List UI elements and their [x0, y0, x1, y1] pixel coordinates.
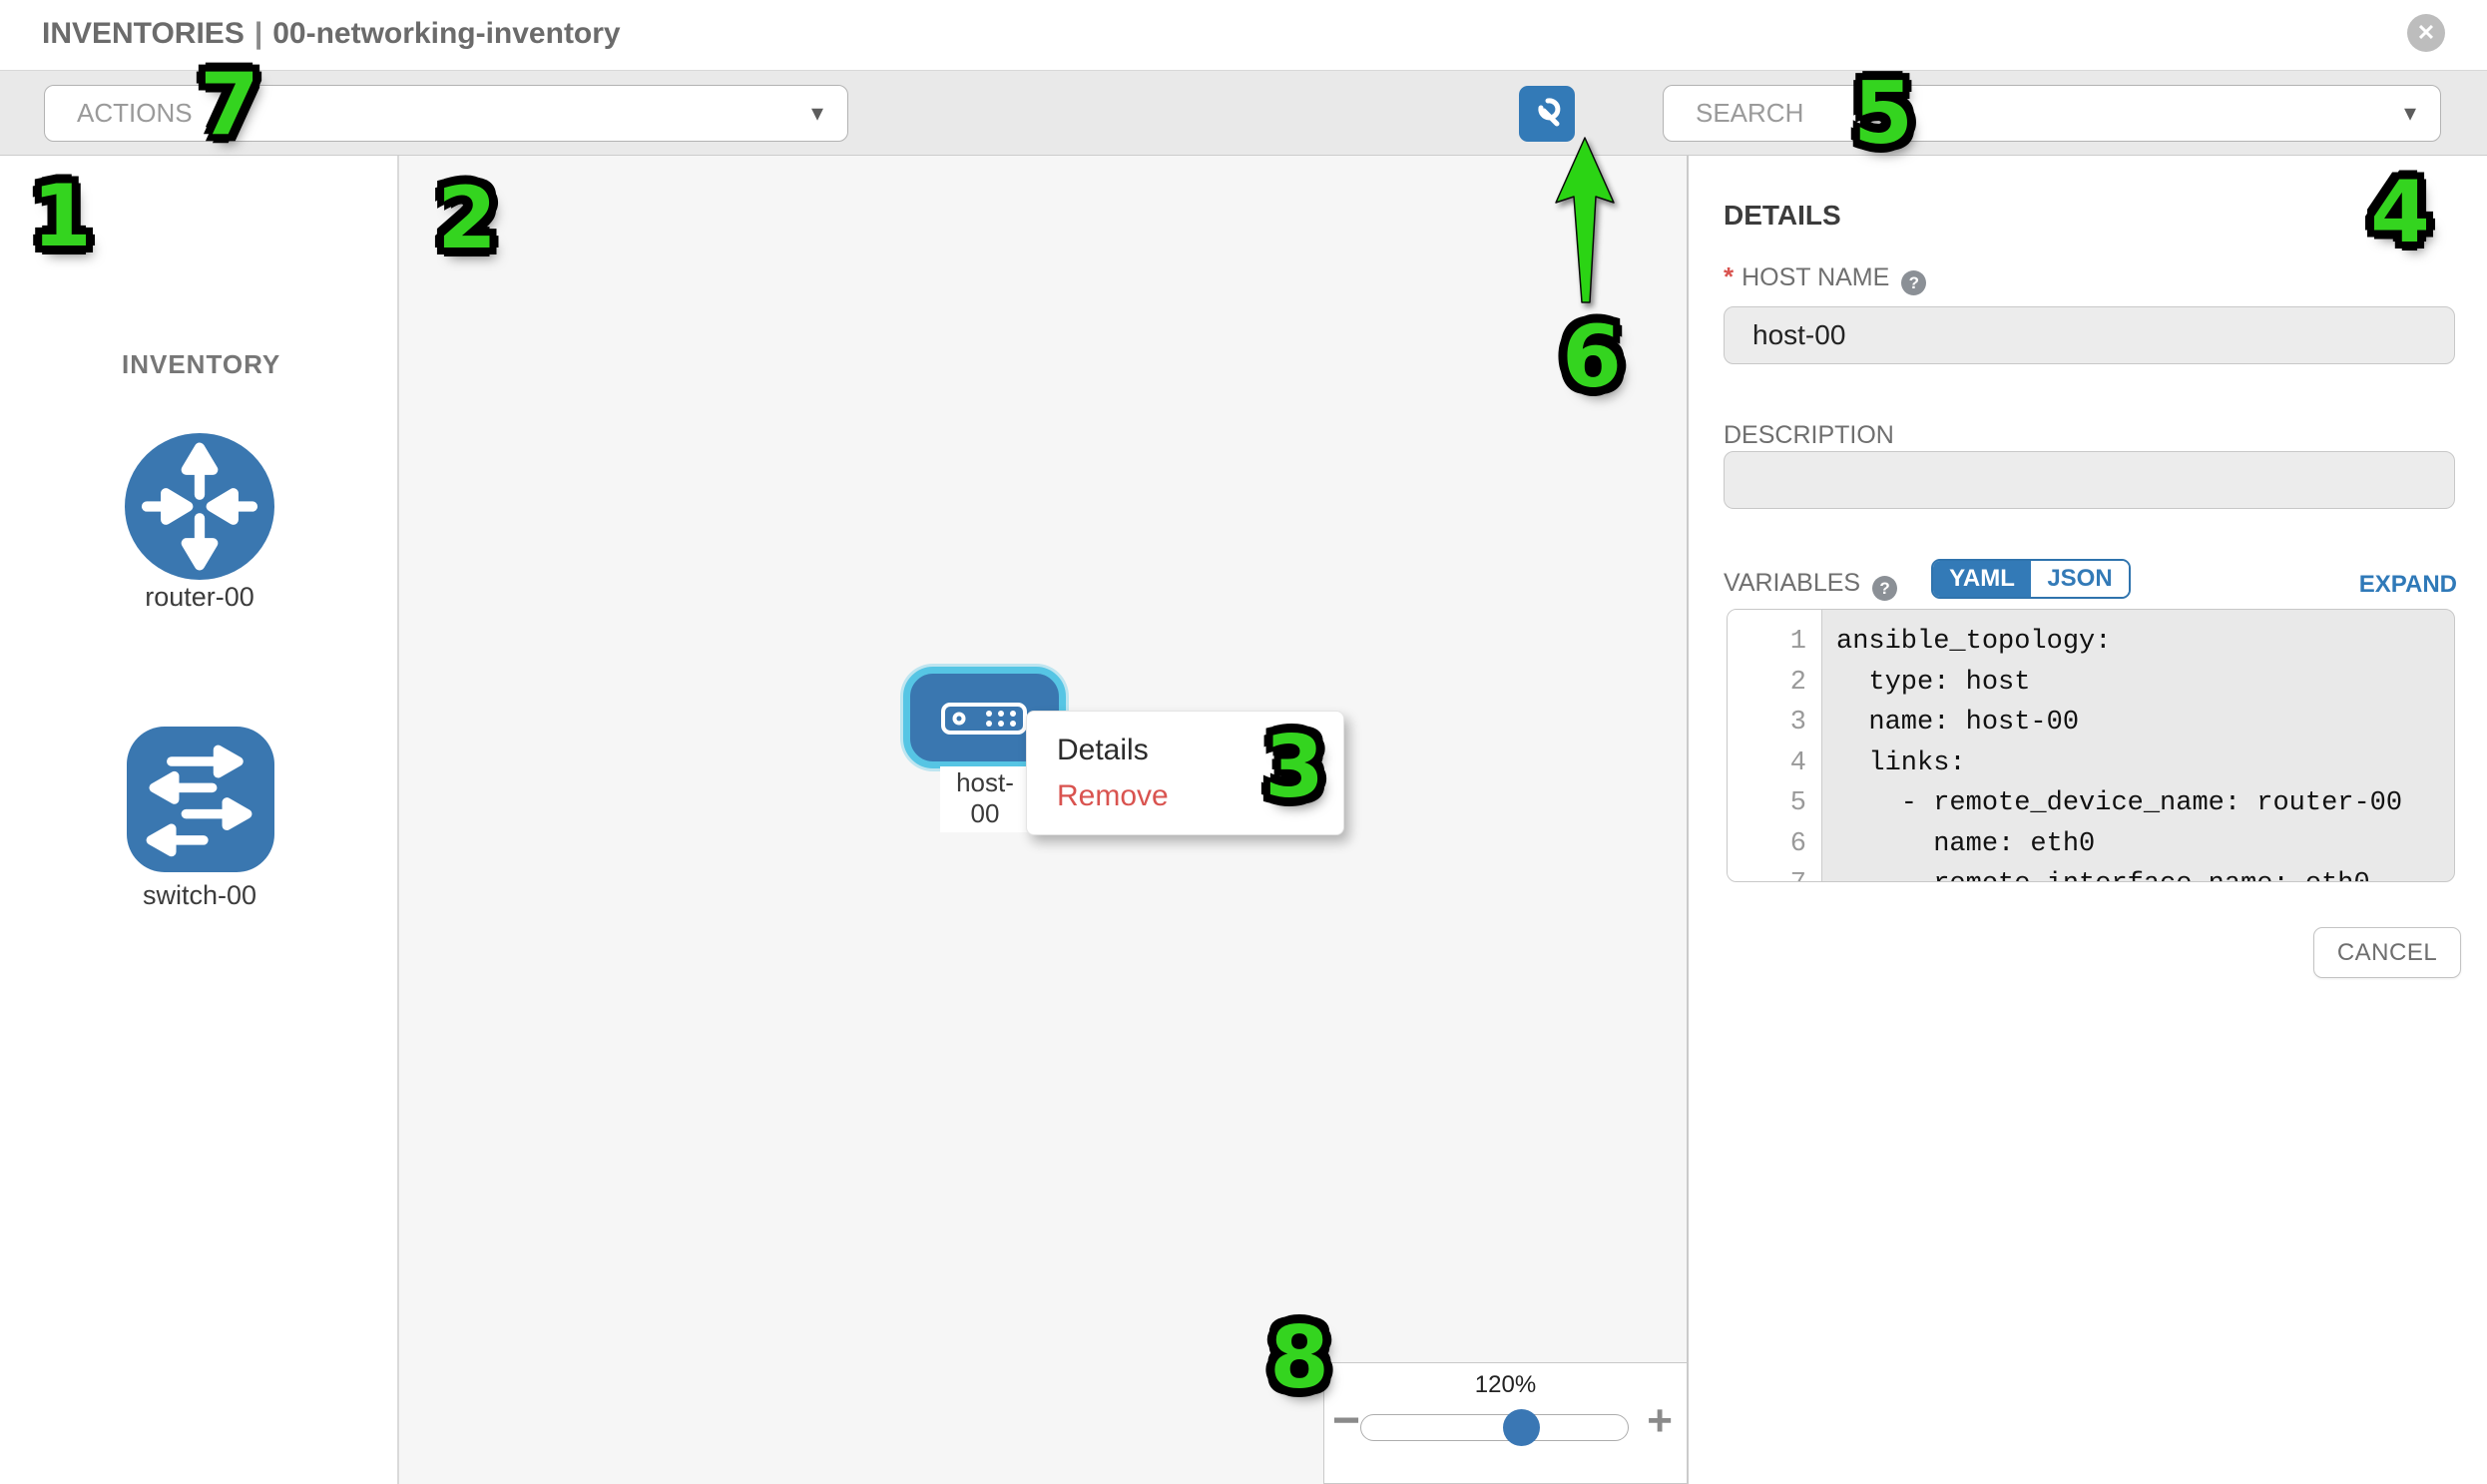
- variables-editor[interactable]: 1 ansible_topology: 2 type: host 3 name: …: [1727, 609, 2455, 882]
- description-field[interactable]: [1724, 451, 2455, 509]
- help-icon[interactable]: ?: [1901, 270, 1927, 295]
- editor-line: 1 ansible_topology:: [1789, 627, 2112, 657]
- editor-line: 2 type: host: [1789, 667, 2031, 698]
- node-context-menu: Details Remove: [1026, 711, 1344, 835]
- chevron-down-icon: ▾: [2403, 100, 2416, 127]
- zoom-in-button[interactable]: +: [1647, 1396, 1673, 1445]
- host-node-label: host-00: [940, 766, 1030, 832]
- annotation-marker-7: 7: [200, 55, 259, 155]
- annotation-marker-6: 6: [1562, 307, 1622, 407]
- host-name-label-row: * HOST NAME?: [1724, 261, 1927, 295]
- annotation-marker-5: 5: [1853, 64, 1913, 164]
- search-dropdown-label: SEARCH: [1696, 98, 1804, 128]
- menu-item-remove[interactable]: Remove: [1057, 779, 1169, 812]
- variables-format-toggle: YAML JSON: [1931, 559, 2131, 599]
- cancel-button[interactable]: CANCEL: [2313, 927, 2461, 978]
- details-heading: DETAILS: [1724, 200, 1841, 231]
- annotation-marker-1: 1: [32, 167, 92, 266]
- editor-line: 7 remote_interface_name: eth0: [1728, 864, 2454, 881]
- palette-item-switch[interactable]: [127, 727, 274, 872]
- details-panel: DETAILS *HOST NAME? DESCRIPTION VARIABLE…: [1689, 156, 2487, 1484]
- editor-lines: 1 ansible_topology: 2 type: host 3 name: …: [1728, 622, 2454, 881]
- inventory-sidebar: INVENTORY router-00: [0, 156, 399, 1484]
- editor-line: 5 - remote_device_name: router-00: [1789, 788, 2403, 818]
- breadcrumb: INVENTORIES | 00-networking-inventory: [42, 17, 621, 51]
- expand-link[interactable]: EXPAND: [2358, 571, 2457, 598]
- description-label: DESCRIPTION: [1724, 421, 1894, 449]
- variables-label: VARIABLES: [1724, 569, 1861, 597]
- tools-button[interactable]: [1519, 86, 1575, 142]
- zoom-level-readout: 120%: [1474, 1371, 1537, 1398]
- palette-item-router-label: router-00: [145, 582, 254, 612]
- palette-item-router[interactable]: [125, 433, 274, 580]
- zoom-control-panel: 120% − +: [1323, 1362, 1687, 1484]
- router-icon: [125, 442, 274, 584]
- actions-dropdown-label: ACTIONS: [77, 98, 193, 128]
- breadcrumb-section: INVENTORIES: [42, 17, 245, 50]
- actions-dropdown[interactable]: ACTIONS ▾: [44, 85, 848, 142]
- toggle-json[interactable]: JSON: [2031, 561, 2129, 597]
- annotation-marker-8: 8: [1269, 1308, 1329, 1408]
- help-icon[interactable]: ?: [1872, 576, 1898, 601]
- host-name-label: HOST NAME: [1741, 263, 1890, 291]
- sidebar-heading: INVENTORY: [122, 349, 281, 379]
- annotation-marker-3: 3: [1264, 718, 1324, 817]
- required-marker: *: [1724, 261, 1735, 291]
- toggle-yaml[interactable]: YAML: [1933, 561, 2031, 597]
- palette-item-switch-label: switch-00: [142, 880, 257, 910]
- zoom-out-button[interactable]: −: [1332, 1394, 1361, 1447]
- annotation-marker-2: 2: [437, 169, 497, 268]
- editor-line: 3 name: host-00: [1789, 708, 2080, 738]
- close-icon[interactable]: ✕: [2407, 14, 2445, 52]
- chevron-down-icon: ▾: [810, 100, 823, 127]
- annotation-marker-4: 4: [2370, 163, 2430, 262]
- search-dropdown[interactable]: SEARCH ▾: [1663, 85, 2441, 142]
- switch-icon: [127, 744, 274, 876]
- editor-gutter: [1728, 610, 1822, 881]
- topology-canvas[interactable]: host-00 Details Remove 120% − +: [399, 156, 1689, 1484]
- zoom-slider-track[interactable]: [1360, 1414, 1629, 1441]
- editor-line: 6 name: eth0: [1789, 828, 2096, 859]
- toolbar: ACTIONS ▾: [0, 70, 2487, 205]
- variables-label-row: VARIABLES?: [1724, 569, 1898, 601]
- zoom-slider-handle[interactable]: [1503, 1409, 1540, 1446]
- menu-item-details[interactable]: Details: [1057, 734, 1149, 766]
- host-name-field[interactable]: [1724, 306, 2455, 364]
- annotation-arrow-icon: [1555, 137, 1615, 303]
- breadcrumb-item: 00-networking-inventory: [272, 17, 621, 50]
- title-bar: INVENTORIES | 00-networking-inventory ✕: [0, 0, 2487, 70]
- breadcrumb-separator: |: [253, 17, 263, 50]
- editor-line: 4 links:: [1789, 747, 1966, 778]
